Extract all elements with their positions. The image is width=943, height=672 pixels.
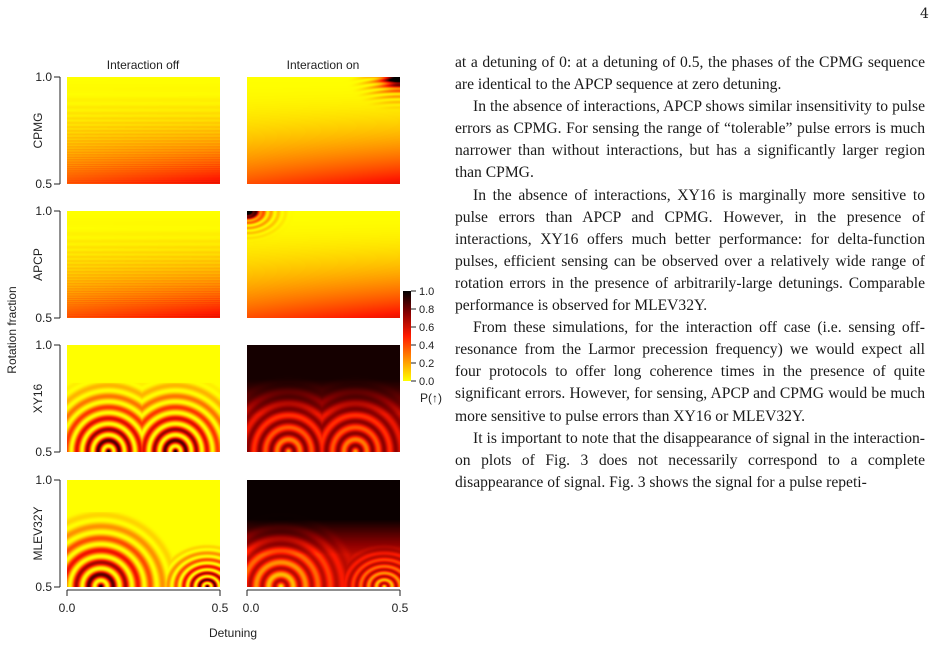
x-axis-label: Detuning [209,626,257,640]
colorbar-tick-label: 0.6 [419,322,434,334]
row-label-xy16: XY16 [31,383,45,413]
body-text-column: at a detuning of 0: at a detuning of 0.5… [455,52,925,494]
colorbar-label: P(↑) [420,391,442,405]
row-label-mlev32y: MLEV32Y [31,506,45,560]
heatmap-panel-apcp-on [247,211,400,318]
paragraph-3: In the absence of interactions, XY16 is … [455,186,925,315]
colorbar-tick-label: 0.4 [419,340,434,352]
y-tick-label: 1.0 [35,338,52,352]
colorbar-tick-label: 0.2 [419,358,434,370]
y-axis-label: Rotation fraction [5,286,19,373]
paragraph-4: From these simulations, for the interact… [455,319,925,425]
colorbar-tick-label: 1.0 [419,286,434,298]
heatmap-panel-xy16-on [247,345,400,452]
heatmap-panel-xy16-off [67,345,220,452]
y-tick-label: 0.5 [35,177,52,191]
heatmap-panel-cpmg-off [67,77,220,184]
paragraph-2: In the absence of interactions, APCP sho… [455,98,925,182]
heatmap-panel-mlev32y-on [247,480,400,587]
x-axis: 0.0 0.5 0.0 0.5 Detuning [59,589,409,640]
y-tick-label: 1.0 [35,70,52,84]
x-tick-right-1: 0.5 [392,601,409,615]
y-tick-label: 1.0 [35,473,52,487]
x-tick-left-0: 0.0 [59,601,76,615]
row-label-cpmg: CPMG [31,113,45,149]
heatmap-panel-apcp-off [67,211,220,318]
colorbar: 1.0 0.8 0.6 0.4 0.2 0.0 P(↑) [403,286,442,405]
heatmap-panel-cpmg-on [247,77,400,184]
x-tick-left-1: 0.5 [212,601,229,615]
y-tick-label: 0.5 [35,445,52,459]
y-tick-label: 0.5 [35,580,52,594]
colorbar-tick-label: 0.8 [419,304,434,316]
heatmap-figure: Interaction off Interaction on Rotation … [5,58,442,640]
x-tick-right-0: 0.0 [243,601,260,615]
col-title-on: Interaction on [287,58,360,72]
paragraph-5: It is important to note that the disappe… [455,429,925,491]
heatmap-panel-mlev32y-off [67,480,220,587]
paragraph-1: at a detuning of 0: at a detuning of 0.5… [455,54,925,94]
colorbar-gradient [403,291,411,381]
colorbar-tick-label: 0.0 [419,376,434,388]
page-number: 4 [920,6,929,22]
col-title-off: Interaction off [107,58,180,72]
y-tick-label: 0.5 [35,311,52,325]
y-tick-label: 1.0 [35,204,52,218]
row-label-apcp: APCP [31,248,45,281]
